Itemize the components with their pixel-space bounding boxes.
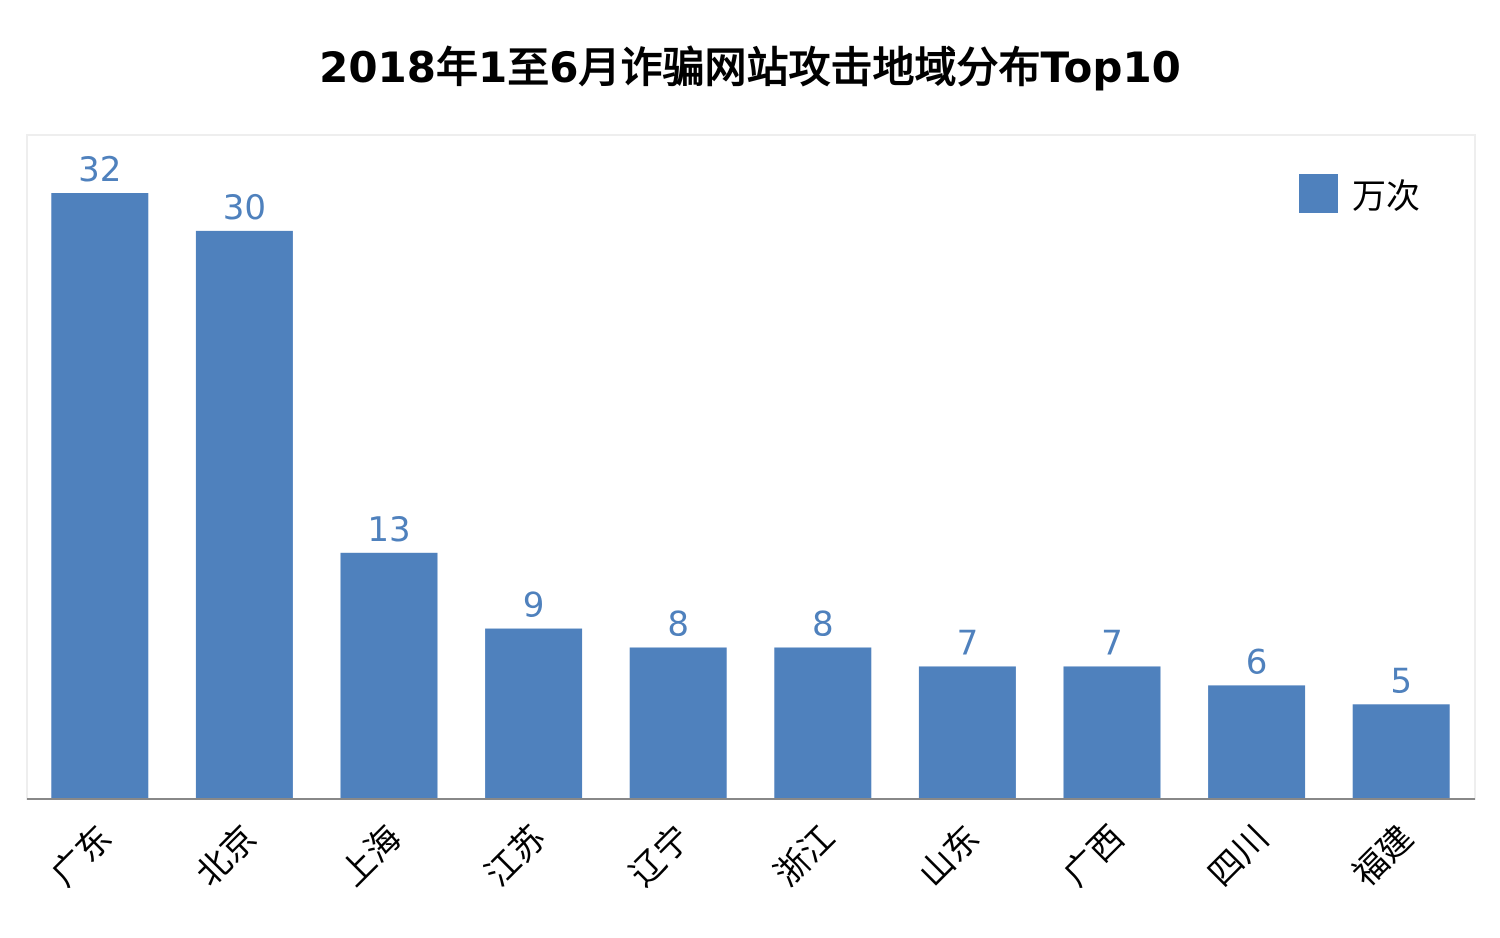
x-tick-label: 北京 (188, 818, 264, 894)
bar (340, 552, 438, 799)
bar (918, 666, 1016, 799)
data-label: 30 (223, 188, 266, 228)
bar (774, 647, 872, 799)
x-tick-label: 江苏 (478, 818, 554, 894)
legend-swatch (1299, 174, 1338, 213)
legend-label: 万次 (1352, 177, 1420, 217)
data-label: 13 (367, 510, 410, 550)
data-label: 9 (523, 586, 545, 626)
x-tick-label: 福建 (1345, 818, 1421, 894)
data-label: 6 (1246, 642, 1268, 682)
x-tick-label: 广东 (44, 818, 120, 894)
data-label: 5 (1390, 661, 1412, 701)
legend: 万次 (1299, 174, 1420, 217)
x-tick-label: 山东 (911, 818, 987, 894)
bar (51, 193, 149, 799)
bar (1208, 685, 1306, 799)
bar (629, 647, 727, 799)
data-label: 7 (1101, 623, 1123, 663)
bar (1063, 666, 1161, 799)
x-tick-label: 辽宁 (622, 818, 698, 894)
bar (195, 230, 293, 799)
x-tick-label: 广西 (1056, 818, 1132, 894)
chart-title: 2018年1至6月诈骗网站攻击地域分布Top10 (319, 43, 1181, 92)
data-label: 7 (957, 623, 979, 663)
bar (1352, 704, 1450, 799)
data-label: 8 (667, 605, 689, 645)
data-label: 8 (812, 605, 834, 645)
bar (485, 628, 583, 799)
x-tick-label: 上海 (333, 818, 409, 894)
data-label: 32 (78, 150, 121, 190)
x-tick-label: 浙江 (767, 818, 843, 894)
x-tick-label: 四川 (1201, 818, 1277, 894)
